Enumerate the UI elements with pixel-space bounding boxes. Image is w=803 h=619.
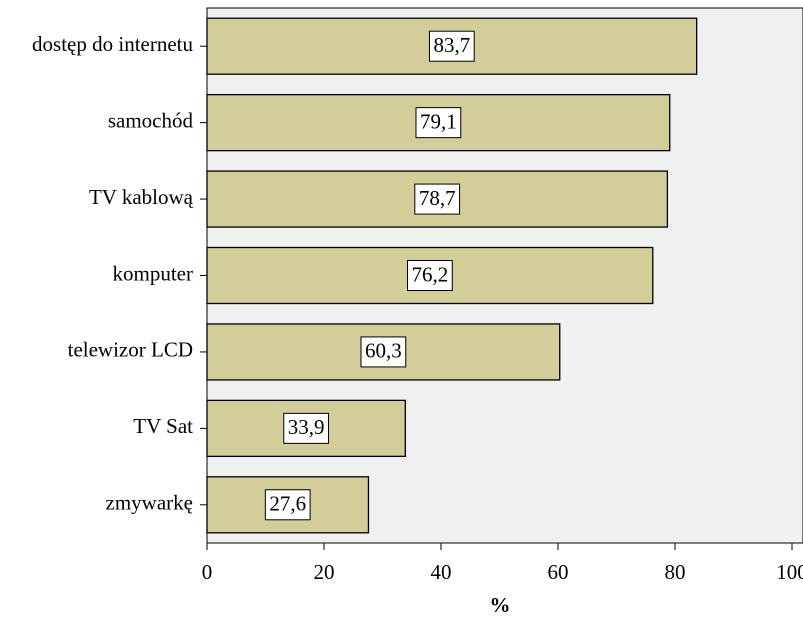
- value-label: 60,3: [365, 339, 402, 363]
- value-label-box: [360, 336, 407, 368]
- value-label-box: [428, 30, 475, 62]
- y-tick-label: TV kablową: [89, 185, 194, 209]
- value-label: 76,2: [412, 262, 449, 286]
- value-label: 27,6: [269, 492, 306, 516]
- value-label-box: [415, 107, 462, 139]
- value-label-box: [283, 412, 330, 444]
- x-tick-label: 100: [776, 560, 803, 584]
- y-tick-label: dostęp do internetu: [32, 32, 193, 56]
- x-tick-label: 60: [548, 560, 569, 584]
- y-tick-label: TV Sat: [133, 414, 193, 438]
- value-label: 78,7: [419, 186, 456, 210]
- x-tick-label: 20: [314, 560, 335, 584]
- x-tick-label: 80: [665, 560, 686, 584]
- value-label-box: [407, 260, 453, 291]
- value-label: 83,7: [433, 33, 470, 57]
- y-tick-label: zmywarkę: [106, 491, 193, 515]
- value-label: 79,1: [420, 109, 457, 133]
- y-tick-label: komputer: [113, 261, 193, 285]
- y-tick-label: telewizor LCD: [68, 338, 193, 362]
- x-axis-label: %: [490, 593, 511, 617]
- y-tick-label: samochód: [108, 108, 194, 132]
- x-tick-label: 40: [431, 560, 452, 584]
- value-label-box: [264, 489, 311, 521]
- value-label-box: [414, 183, 461, 215]
- x-tick-label: 0: [202, 560, 213, 584]
- value-label: 33,9: [288, 415, 325, 439]
